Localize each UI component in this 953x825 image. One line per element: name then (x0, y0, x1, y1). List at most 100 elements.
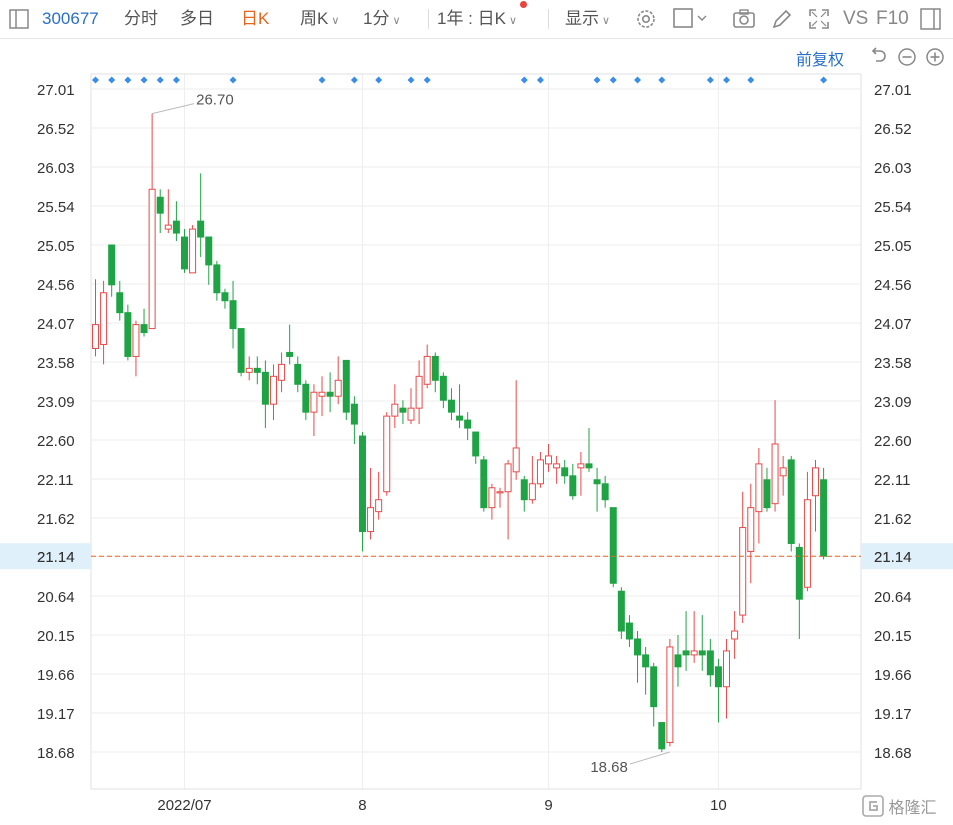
candle-body (585, 463, 593, 469)
candle (302, 380, 310, 421)
candle (464, 412, 472, 440)
candle-body (569, 475, 577, 497)
f10-button[interactable]: F10 (876, 8, 909, 29)
tab-multiday[interactable]: 多日 (180, 9, 214, 28)
candle-body (326, 391, 334, 397)
candle (480, 455, 488, 512)
candle-body (367, 507, 375, 533)
event-marker (536, 76, 544, 84)
candle (213, 260, 221, 301)
zoom-out-icon[interactable] (897, 47, 917, 67)
candle (553, 455, 561, 484)
candle-body (642, 654, 650, 668)
candle (447, 388, 455, 421)
candle (221, 288, 229, 309)
candle (472, 431, 480, 464)
sidebar-icon[interactable] (8, 8, 30, 30)
event-marker (350, 76, 358, 84)
y-tick-label: 26.03 (874, 160, 912, 177)
candle-body (180, 236, 188, 270)
zoom-in-icon[interactable] (925, 47, 945, 67)
candle (261, 360, 269, 429)
candle-body (561, 467, 569, 477)
display-menu-label: 显示 (565, 9, 599, 28)
candle-body (164, 224, 172, 230)
divider (548, 9, 549, 29)
candle-body (205, 236, 213, 266)
y-tick-label: 23.09 (874, 394, 912, 411)
current-price-right-bg (861, 543, 953, 570)
pen-icon[interactable] (770, 7, 794, 31)
y-tick-label: 21.62 (874, 511, 912, 528)
undo-icon[interactable] (868, 47, 888, 67)
candle (423, 344, 431, 389)
candle-body (682, 650, 690, 656)
vs-button[interactable]: VS (843, 8, 869, 29)
period-select[interactable]: 1年 : 日K ∨ (437, 8, 517, 32)
candle (237, 328, 245, 377)
adjust-mode-label[interactable]: 前复权 (796, 52, 845, 69)
candle-body (350, 403, 358, 425)
candle-body (609, 507, 617, 584)
candle (787, 455, 795, 552)
candle (569, 463, 577, 500)
candle (286, 324, 294, 365)
tab-weekly-k[interactable]: 周K ∨ (300, 8, 339, 32)
candle-body (698, 650, 706, 656)
candle-body (625, 622, 633, 640)
settings-icon[interactable] (634, 7, 658, 31)
candle (172, 201, 180, 242)
current-price-left-label: 21.14 (37, 549, 75, 566)
event-marker (318, 76, 326, 84)
y-tick-label: 25.05 (874, 238, 912, 255)
display-menu[interactable]: 显示 ∨ (565, 8, 610, 32)
candle-body (690, 650, 698, 656)
y-tick-label: 19.66 (874, 667, 912, 684)
candle-body (795, 546, 803, 600)
camera-icon[interactable] (732, 7, 756, 31)
candle-body (545, 455, 553, 465)
y-tick-label: 26.03 (37, 160, 75, 177)
candle (326, 372, 334, 413)
candle (92, 279, 99, 357)
candle (812, 459, 820, 532)
candle-body (763, 479, 771, 509)
candle-body (100, 292, 108, 345)
candle-body (447, 399, 455, 413)
tab-daily-k[interactable]: 日K (241, 9, 270, 28)
candle (593, 467, 601, 512)
candle (140, 308, 148, 337)
y-tick-label: 27.01 (37, 82, 75, 99)
candle-body (512, 447, 520, 473)
x-tick-label: 8 (358, 797, 366, 814)
y-tick-label: 19.17 (37, 706, 75, 723)
x-axis: 2022/07 8 9 10 (157, 797, 726, 814)
y-tick-label: 22.11 (874, 472, 910, 489)
fullscreen-icon[interactable] (807, 7, 831, 31)
candle (755, 447, 763, 544)
candle-body (496, 491, 504, 494)
event-marker (747, 76, 755, 84)
box-icon[interactable] (672, 7, 712, 31)
chart-grid (91, 74, 861, 789)
candle-body (601, 483, 609, 501)
tab-intraday[interactable]: 分时 (124, 9, 158, 28)
candle-body (666, 646, 674, 743)
event-marker (229, 76, 237, 84)
window-icon[interactable] (919, 7, 943, 31)
candle (682, 611, 690, 671)
chevron-down-icon: ∨ (331, 15, 340, 27)
candle (253, 356, 261, 385)
event-marker (172, 76, 180, 84)
tab-1min[interactable]: 1分 ∨ (363, 8, 401, 32)
current-price-left-bg (0, 543, 91, 570)
candle (156, 189, 164, 234)
y-tick-label: 24.07 (37, 316, 75, 333)
candle (771, 400, 779, 512)
y-axis-right: 27.01 26.52 26.03 25.54 25.05 24.56 24.07 23.58… (874, 82, 912, 762)
candle (763, 467, 771, 512)
candle (350, 396, 358, 444)
event-marker (706, 76, 714, 84)
candle (229, 280, 237, 349)
